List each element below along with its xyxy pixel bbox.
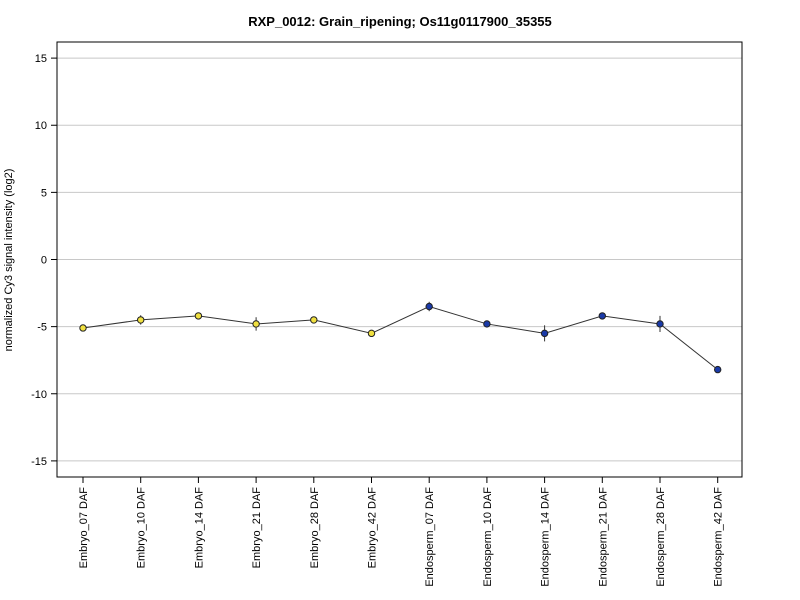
data-point xyxy=(310,316,318,324)
x-tick-label: Embryo_28 DAF xyxy=(309,487,321,569)
data-point xyxy=(137,316,145,324)
x-tick-label: Endosperm_10 DAF xyxy=(482,487,494,587)
y-tick-label: -10 xyxy=(31,389,47,401)
x-tick-label: Endosperm_42 DAF xyxy=(713,487,725,587)
data-point xyxy=(367,329,376,338)
plot-area xyxy=(79,301,722,374)
x-tick-label: Endosperm_21 DAF xyxy=(597,487,609,587)
data-point xyxy=(598,312,606,320)
y-tick-label: 10 xyxy=(35,120,47,132)
x-tick-label: Endosperm_07 DAF xyxy=(424,487,436,587)
y-tick-label: 0 xyxy=(41,255,47,267)
y-tick-label: 5 xyxy=(41,187,47,199)
plot-frame xyxy=(56,41,743,478)
data-point xyxy=(540,329,549,338)
y-tick-label: -5 xyxy=(37,322,47,334)
y-axis-label: normalized Cy3 signal intensity (log2) xyxy=(3,169,15,352)
x-tick-label: Embryo_42 DAF xyxy=(367,487,379,569)
data-point xyxy=(252,320,260,328)
data-point xyxy=(425,302,433,311)
y-tick-label: 15 xyxy=(35,53,47,65)
grid xyxy=(57,57,742,462)
data-point xyxy=(79,324,87,332)
series-line xyxy=(82,305,719,370)
data-point xyxy=(714,365,722,374)
x-tick-label: Embryo_10 DAF xyxy=(136,487,148,569)
x-tick-label: Embryo_14 DAF xyxy=(193,487,205,569)
x-tick-label: Endosperm_14 DAF xyxy=(540,487,552,587)
data-point xyxy=(483,320,491,328)
x-axis: Embryo_07 DAF Embryo_10 DAF Embryo_14 DAF E… xyxy=(78,477,725,587)
data-point xyxy=(194,312,203,320)
x-tick-label: Embryo_21 DAF xyxy=(251,487,263,569)
y-tick-label: -15 xyxy=(31,456,47,468)
y-axis: 15 10 5 0 -5 -10 -15 xyxy=(31,53,57,468)
chart-title: RXP_0012: Grain_ripening; Os11g0117900_3… xyxy=(248,14,552,29)
x-tick-label: Endosperm_28 DAF xyxy=(655,487,667,587)
x-tick-label: Embryo_07 DAF xyxy=(78,487,90,569)
data-point xyxy=(656,320,664,328)
